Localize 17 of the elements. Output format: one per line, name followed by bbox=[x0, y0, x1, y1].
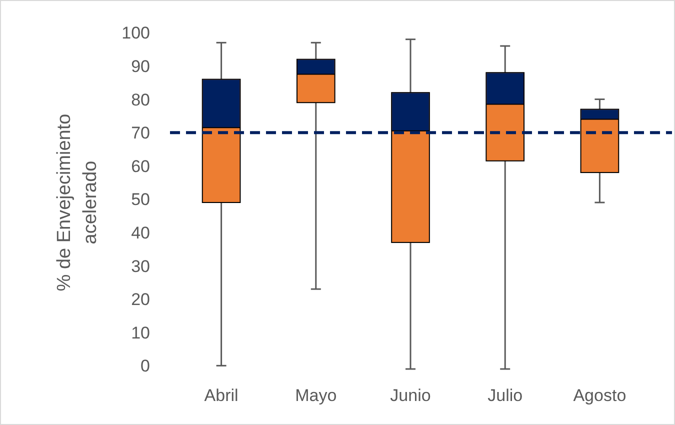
y-tick-label: 30 bbox=[131, 256, 150, 276]
x-tick-label: Mayo bbox=[295, 386, 337, 405]
y-tick-label: 100 bbox=[122, 24, 150, 43]
y-tick-label: 60 bbox=[131, 156, 150, 176]
x-tick-label: Abril bbox=[204, 386, 238, 405]
y-axis-title: % de Envejecimiento acelerado bbox=[54, 114, 101, 292]
x-tick-label: Agosto bbox=[573, 386, 626, 405]
y-tick-label: 70 bbox=[131, 124, 150, 143]
y-tick-label: 80 bbox=[131, 90, 150, 110]
y-tick-label: 20 bbox=[131, 290, 150, 310]
y-tick-label: 0 bbox=[140, 356, 150, 376]
y-tick-label: 90 bbox=[131, 57, 150, 76]
y-tick-label: 40 bbox=[131, 224, 150, 243]
y-tick-label: 50 bbox=[131, 190, 150, 210]
x-tick-label: Julio bbox=[488, 386, 523, 405]
x-tick-label: Junio bbox=[390, 386, 431, 405]
y-tick-label: 10 bbox=[131, 323, 150, 342]
